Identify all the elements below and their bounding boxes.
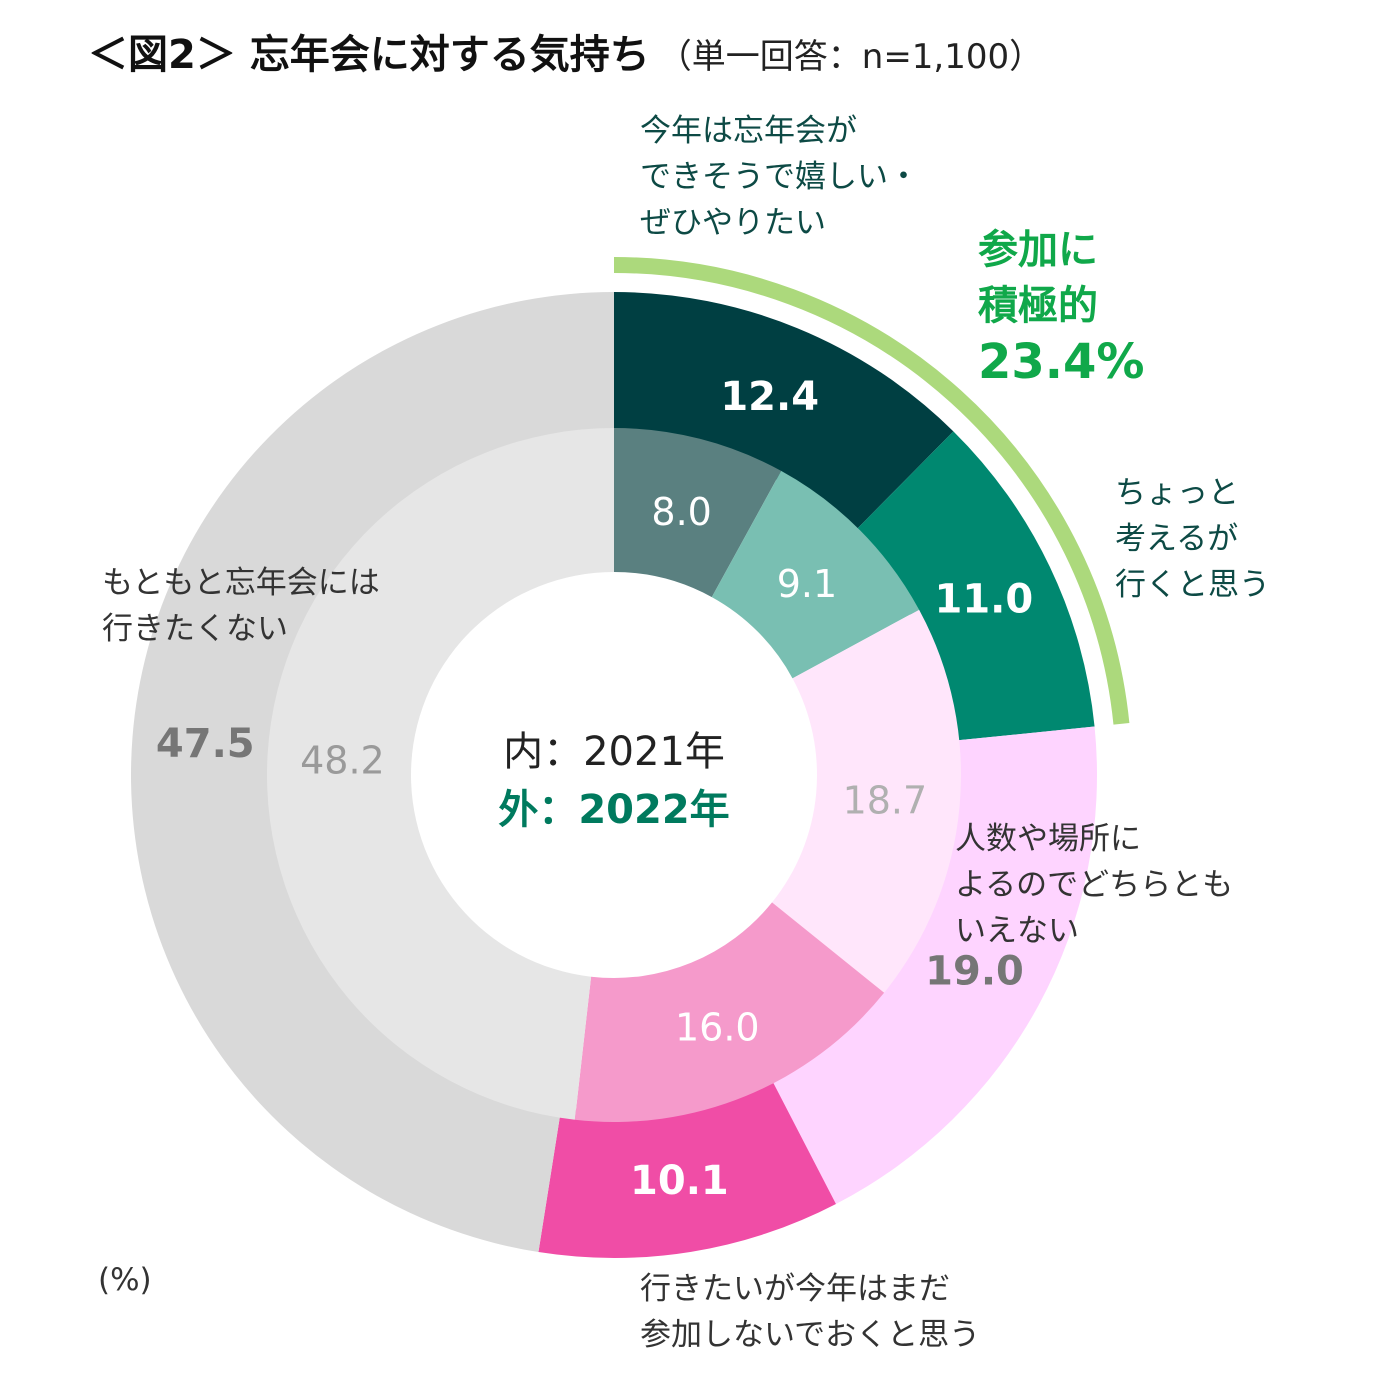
engaged-highlight-arc bbox=[613, 257, 1130, 725]
category-label-undecided: 人数や場所に よるのでどちらとも いえない bbox=[955, 821, 1234, 949]
outer-value-label-undecided: 19.0 bbox=[925, 949, 1024, 995]
chart-subtitle: （単一回答：n=1,100） bbox=[657, 37, 1044, 77]
inner-value-label-probably-go: 9.1 bbox=[777, 562, 837, 606]
center-label-inner: 内：2021年 bbox=[503, 729, 725, 775]
value-labels: 8.0 9.1 18.7 16.0 48.2 12.4 11.0 19.0 10.1 47.5 bbox=[156, 374, 1033, 1204]
inner-slice-eager bbox=[614, 428, 782, 598]
outer-value-label-probably-go: 11.0 bbox=[935, 577, 1034, 623]
outer-value-label-never: 47.5 bbox=[156, 721, 255, 767]
chart-title: ＜図2＞ 忘年会に対する気持ち （単一回答：n=1,100） bbox=[88, 32, 1044, 78]
category-label-not-this-year: 行きたいが今年はまだ 参加しないでおくと思う bbox=[640, 1271, 981, 1353]
outer-value-label-not-this-year: 10.1 bbox=[630, 1158, 729, 1204]
inner-slice-undecided bbox=[772, 609, 961, 993]
engaged-callout: 参加に 積極的 23.4% bbox=[978, 227, 1145, 390]
inner-slice-probably-go bbox=[711, 470, 920, 679]
outer-ring-2022 bbox=[131, 292, 1097, 1258]
outer-slice-eager bbox=[614, 292, 954, 536]
inner-ring-2021 bbox=[267, 428, 961, 1122]
inner-value-label-eager: 8.0 bbox=[651, 490, 711, 534]
outer-slice-undecided bbox=[768, 726, 1097, 1204]
category-label-eager: 今年は忘年会が できそうで嬉しい・ ぜひやりたい bbox=[640, 113, 919, 241]
engaged-percent: 23.4% bbox=[978, 334, 1145, 390]
outer-value-label-eager: 12.4 bbox=[720, 374, 819, 420]
unit-label: (%) bbox=[98, 1262, 152, 1298]
category-label-probably-go: ちょっと 考えるが 行くと思う bbox=[1115, 475, 1270, 603]
inner-value-label-not-this-year: 16.0 bbox=[675, 1005, 760, 1049]
inner-value-label-never: 48.2 bbox=[300, 738, 385, 782]
center-label-outer: 外：2022年 bbox=[498, 787, 729, 833]
category-label-never: もともと忘年会には 行きたくない bbox=[102, 565, 380, 647]
inner-slice-not-this-year bbox=[574, 902, 885, 1122]
inner-value-label-undecided: 18.7 bbox=[843, 778, 928, 822]
inner-slice-never bbox=[267, 428, 614, 1120]
outer-slice-never bbox=[131, 292, 614, 1253]
outer-slice-probably-go bbox=[850, 431, 1095, 742]
